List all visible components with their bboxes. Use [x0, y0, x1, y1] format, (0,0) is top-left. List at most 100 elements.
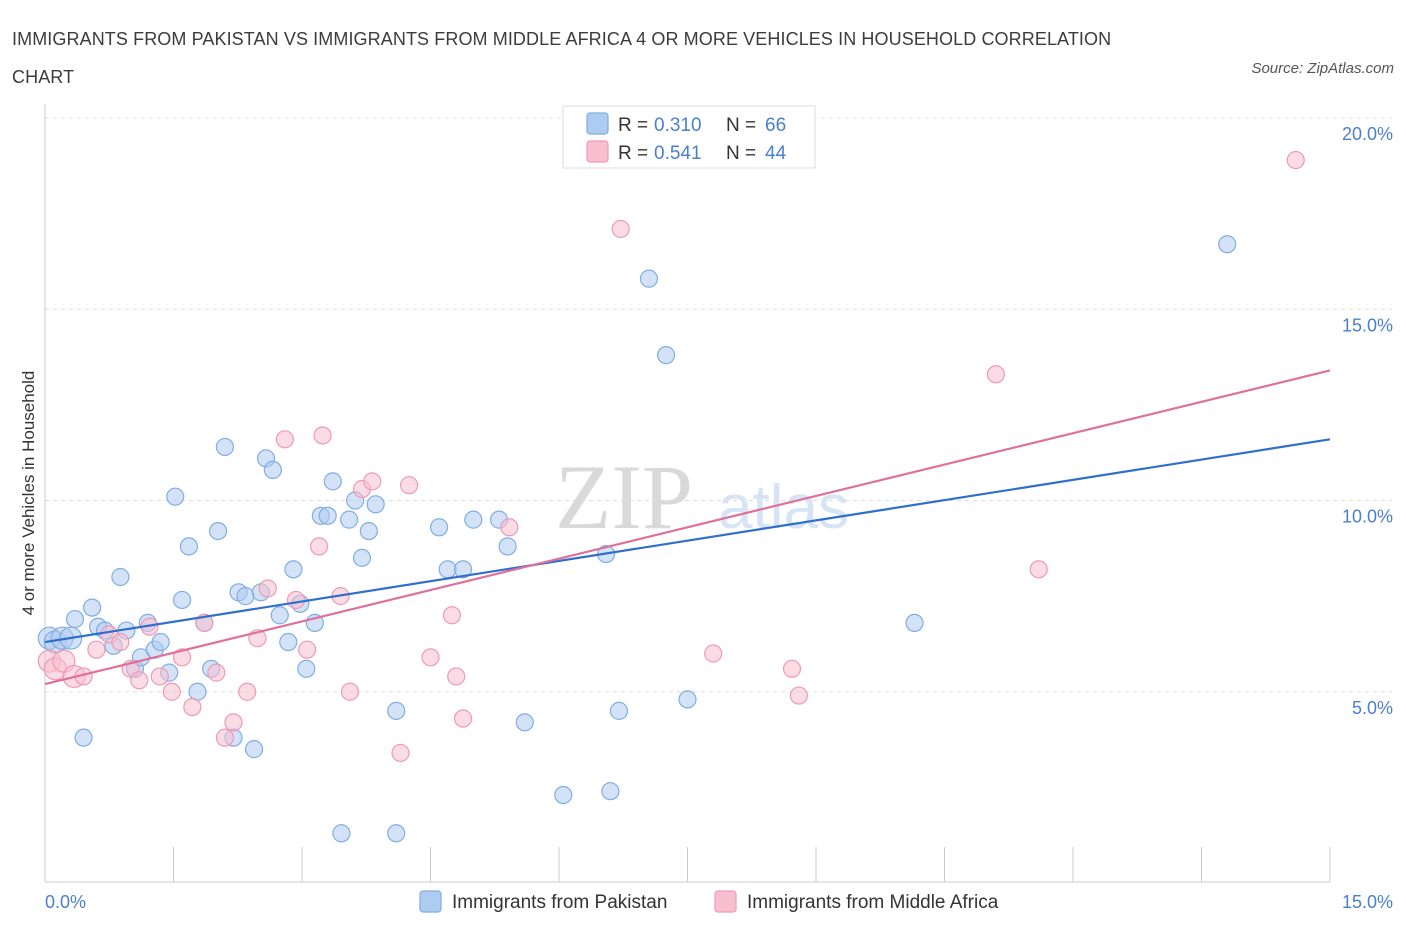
- legend-n-value: 66: [765, 115, 786, 136]
- stats-legend-row-middle-africa: R = 0.541 N = 44: [586, 140, 787, 164]
- legend-r-label: R =: [618, 143, 648, 164]
- point-pakistan: [244, 740, 264, 759]
- point-pakistan: [188, 682, 207, 701]
- point-pakistan: [179, 537, 199, 556]
- legend-n-label: N =: [726, 115, 756, 136]
- x-tick-labels: 0.0% 15.0%: [45, 892, 1393, 912]
- watermark: ZIP atlas: [555, 446, 849, 548]
- point-middle-africa: [130, 671, 149, 690]
- point-middle-africa: [442, 606, 462, 625]
- point-pakistan: [83, 598, 102, 617]
- point-middle-africa: [258, 579, 277, 598]
- point-pakistan: [279, 632, 298, 652]
- stats-legend-row-pakistan: R = 0.310 N = 66: [586, 112, 786, 136]
- axes: [44, 104, 1331, 883]
- point-middle-africa: [704, 644, 723, 663]
- point-middle-africa: [453, 709, 473, 728]
- point-pakistan: [387, 701, 406, 720]
- point-pakistan: [340, 510, 359, 529]
- series-middle-africa-points: [37, 150, 1305, 763]
- chart-title: IMMIGRANTS FROM PAKISTAN VS IMMIGRANTS F…: [12, 29, 1112, 87]
- point-pakistan: [352, 548, 372, 567]
- point-pakistan: [438, 560, 457, 579]
- point-pakistan: [323, 472, 342, 491]
- legend-r-value: 0.310: [654, 115, 702, 136]
- point-pakistan: [166, 487, 185, 506]
- point-pakistan: [151, 632, 170, 652]
- point-pakistan: [554, 785, 573, 805]
- point-pakistan: [318, 506, 337, 525]
- point-pakistan: [332, 824, 351, 843]
- point-pakistan: [429, 518, 449, 537]
- legend-r-label: R =: [618, 115, 648, 136]
- point-pakistan: [65, 609, 85, 629]
- source-label: Source: ZipAtlas.com: [1251, 60, 1394, 77]
- point-middle-africa: [782, 659, 802, 678]
- legend-label-middle-africa: Immigrants from Middle Africa: [747, 892, 999, 913]
- point-pakistan: [263, 460, 282, 479]
- point-pakistan: [656, 346, 676, 365]
- trend-lines: [44, 369, 1331, 686]
- point-middle-africa: [500, 518, 519, 537]
- watermark-atlas: atlas: [718, 473, 849, 542]
- point-pakistan: [678, 690, 697, 709]
- point-middle-africa: [611, 219, 630, 239]
- point-middle-africa: [1029, 560, 1048, 579]
- point-middle-africa: [87, 640, 106, 659]
- legend-n-value: 44: [765, 143, 787, 164]
- point-middle-africa: [275, 430, 294, 449]
- point-pakistan: [208, 521, 228, 541]
- y-axis-label: 4 or more Vehicles in Household: [19, 371, 38, 616]
- point-pakistan: [270, 606, 289, 625]
- y-tick-label: 15.0%: [1342, 315, 1393, 335]
- legend-swatch-pakistan: [586, 112, 609, 135]
- point-middle-africa: [238, 682, 257, 701]
- point-middle-africa: [789, 686, 808, 705]
- legend-r-value: 0.541: [654, 143, 702, 164]
- point-middle-africa: [111, 632, 130, 652]
- point-middle-africa: [363, 472, 382, 491]
- point-pakistan: [498, 537, 517, 556]
- legend-label-pakistan: Immigrants from Pakistan: [452, 892, 667, 913]
- watermark-zip: ZIP: [555, 446, 693, 548]
- point-middle-africa: [340, 682, 360, 701]
- point-pakistan: [1218, 235, 1237, 254]
- point-middle-africa: [391, 743, 410, 763]
- point-middle-africa: [298, 640, 317, 659]
- y-tick-label: 10.0%: [1342, 507, 1393, 527]
- point-pakistan: [453, 560, 473, 579]
- point-middle-africa: [286, 590, 306, 610]
- point-middle-africa: [183, 697, 202, 717]
- point-pakistan: [284, 560, 303, 579]
- point-middle-africa: [162, 682, 181, 701]
- point-middle-africa: [421, 648, 440, 667]
- point-middle-africa: [310, 537, 329, 556]
- point-middle-africa: [150, 667, 169, 686]
- point-middle-africa: [313, 426, 332, 445]
- point-middle-africa: [172, 648, 192, 667]
- y-tick-labels: 5.0% 10.0% 15.0% 20.0%: [1342, 124, 1393, 718]
- point-pakistan: [387, 824, 406, 843]
- legend-swatch-middle-africa: [586, 140, 609, 163]
- point-pakistan: [297, 659, 316, 678]
- point-pakistan: [111, 567, 130, 587]
- legend-swatch-middle-africa: [714, 890, 737, 913]
- point-pakistan: [366, 495, 385, 514]
- trend-line-pakistan: [44, 438, 1331, 644]
- x-tick-label: 15.0%: [1342, 892, 1393, 912]
- point-middle-africa: [224, 713, 243, 732]
- point-pakistan: [172, 590, 192, 610]
- point-pakistan: [905, 613, 924, 633]
- point-pakistan: [639, 269, 659, 288]
- point-middle-africa: [447, 667, 466, 686]
- point-pakistan: [215, 437, 234, 457]
- series-legend: Immigrants from Pakistan Immigrants from…: [419, 890, 999, 913]
- stats-legend: R = 0.310 N = 66 R = 0.541 N = 44: [562, 105, 816, 169]
- trend-line-middle-africa: [44, 369, 1331, 686]
- point-pakistan: [236, 587, 255, 606]
- point-middle-africa: [207, 663, 226, 682]
- point-pakistan: [359, 521, 378, 541]
- point-middle-africa: [986, 365, 1006, 384]
- point-pakistan: [601, 782, 620, 801]
